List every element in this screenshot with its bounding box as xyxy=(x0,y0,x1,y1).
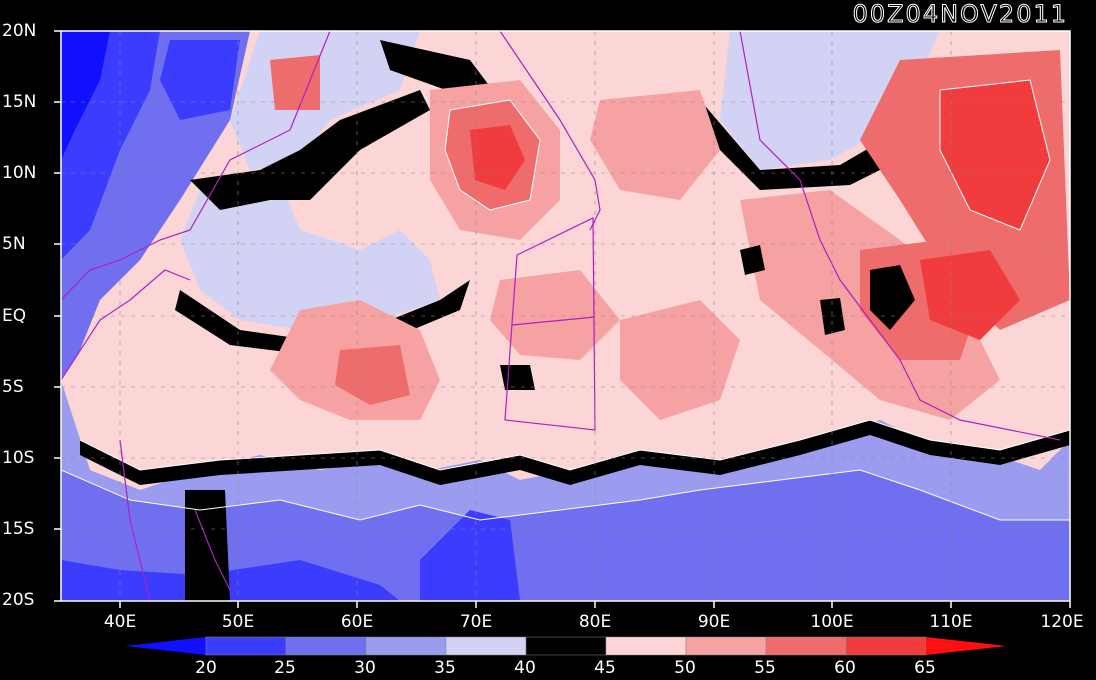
colorbar-swatch xyxy=(765,636,847,656)
colorbar xyxy=(125,636,1006,656)
lon-label: 90E xyxy=(697,612,731,632)
colorbar-tick: 20 xyxy=(195,658,217,678)
lon-label: 60E xyxy=(340,612,374,632)
colorbar-tick: 65 xyxy=(914,658,936,678)
lon-label: 110E xyxy=(929,612,973,632)
lon-label: 40E xyxy=(103,612,137,632)
colorbar-tick: 30 xyxy=(354,658,376,678)
colorbar-tick: 45 xyxy=(594,658,616,678)
lat-label: 10N xyxy=(2,163,37,183)
lat-label: 20N xyxy=(2,21,37,41)
colorbar-tick: 35 xyxy=(434,658,456,678)
lon-label: 70E xyxy=(459,612,493,632)
colorbar-swatch xyxy=(205,636,287,656)
lat-label: 5N xyxy=(2,234,26,254)
colorbar-tick: 40 xyxy=(514,658,536,678)
lon-label: 120E xyxy=(1040,612,1084,632)
colorbar-swatch xyxy=(685,636,767,656)
lat-label: 15S xyxy=(2,519,35,539)
axis-ticks xyxy=(54,30,1071,608)
colorbar-tick: 60 xyxy=(834,658,856,678)
lat-label: 20S xyxy=(2,590,35,610)
lat-label: 10S xyxy=(2,448,35,468)
colorbar-tick: 50 xyxy=(674,658,696,678)
timestamp-title: 00Z04NOV2011 xyxy=(852,0,1068,29)
lon-label: 50E xyxy=(221,612,255,632)
lon-label: 100E xyxy=(810,612,854,632)
colorbar-arrow-high xyxy=(926,637,1006,655)
colorbar-swatch xyxy=(285,636,367,656)
colorbar-tick: 55 xyxy=(754,658,776,678)
colorbar-swatch xyxy=(365,636,447,656)
colorbar-arrow-low xyxy=(125,637,206,655)
colorbar-swatch xyxy=(525,636,607,656)
lon-label: 80E xyxy=(578,612,612,632)
colorbar-tick: 25 xyxy=(274,658,296,678)
lat-label: EQ xyxy=(2,306,27,326)
lat-label: 15N xyxy=(2,92,37,112)
colorbar-swatch xyxy=(605,636,687,656)
colorbar-swatch xyxy=(845,636,927,656)
humidity-field xyxy=(61,31,1070,601)
colorbar-swatch xyxy=(445,636,527,656)
lat-label: 5S xyxy=(2,377,24,397)
